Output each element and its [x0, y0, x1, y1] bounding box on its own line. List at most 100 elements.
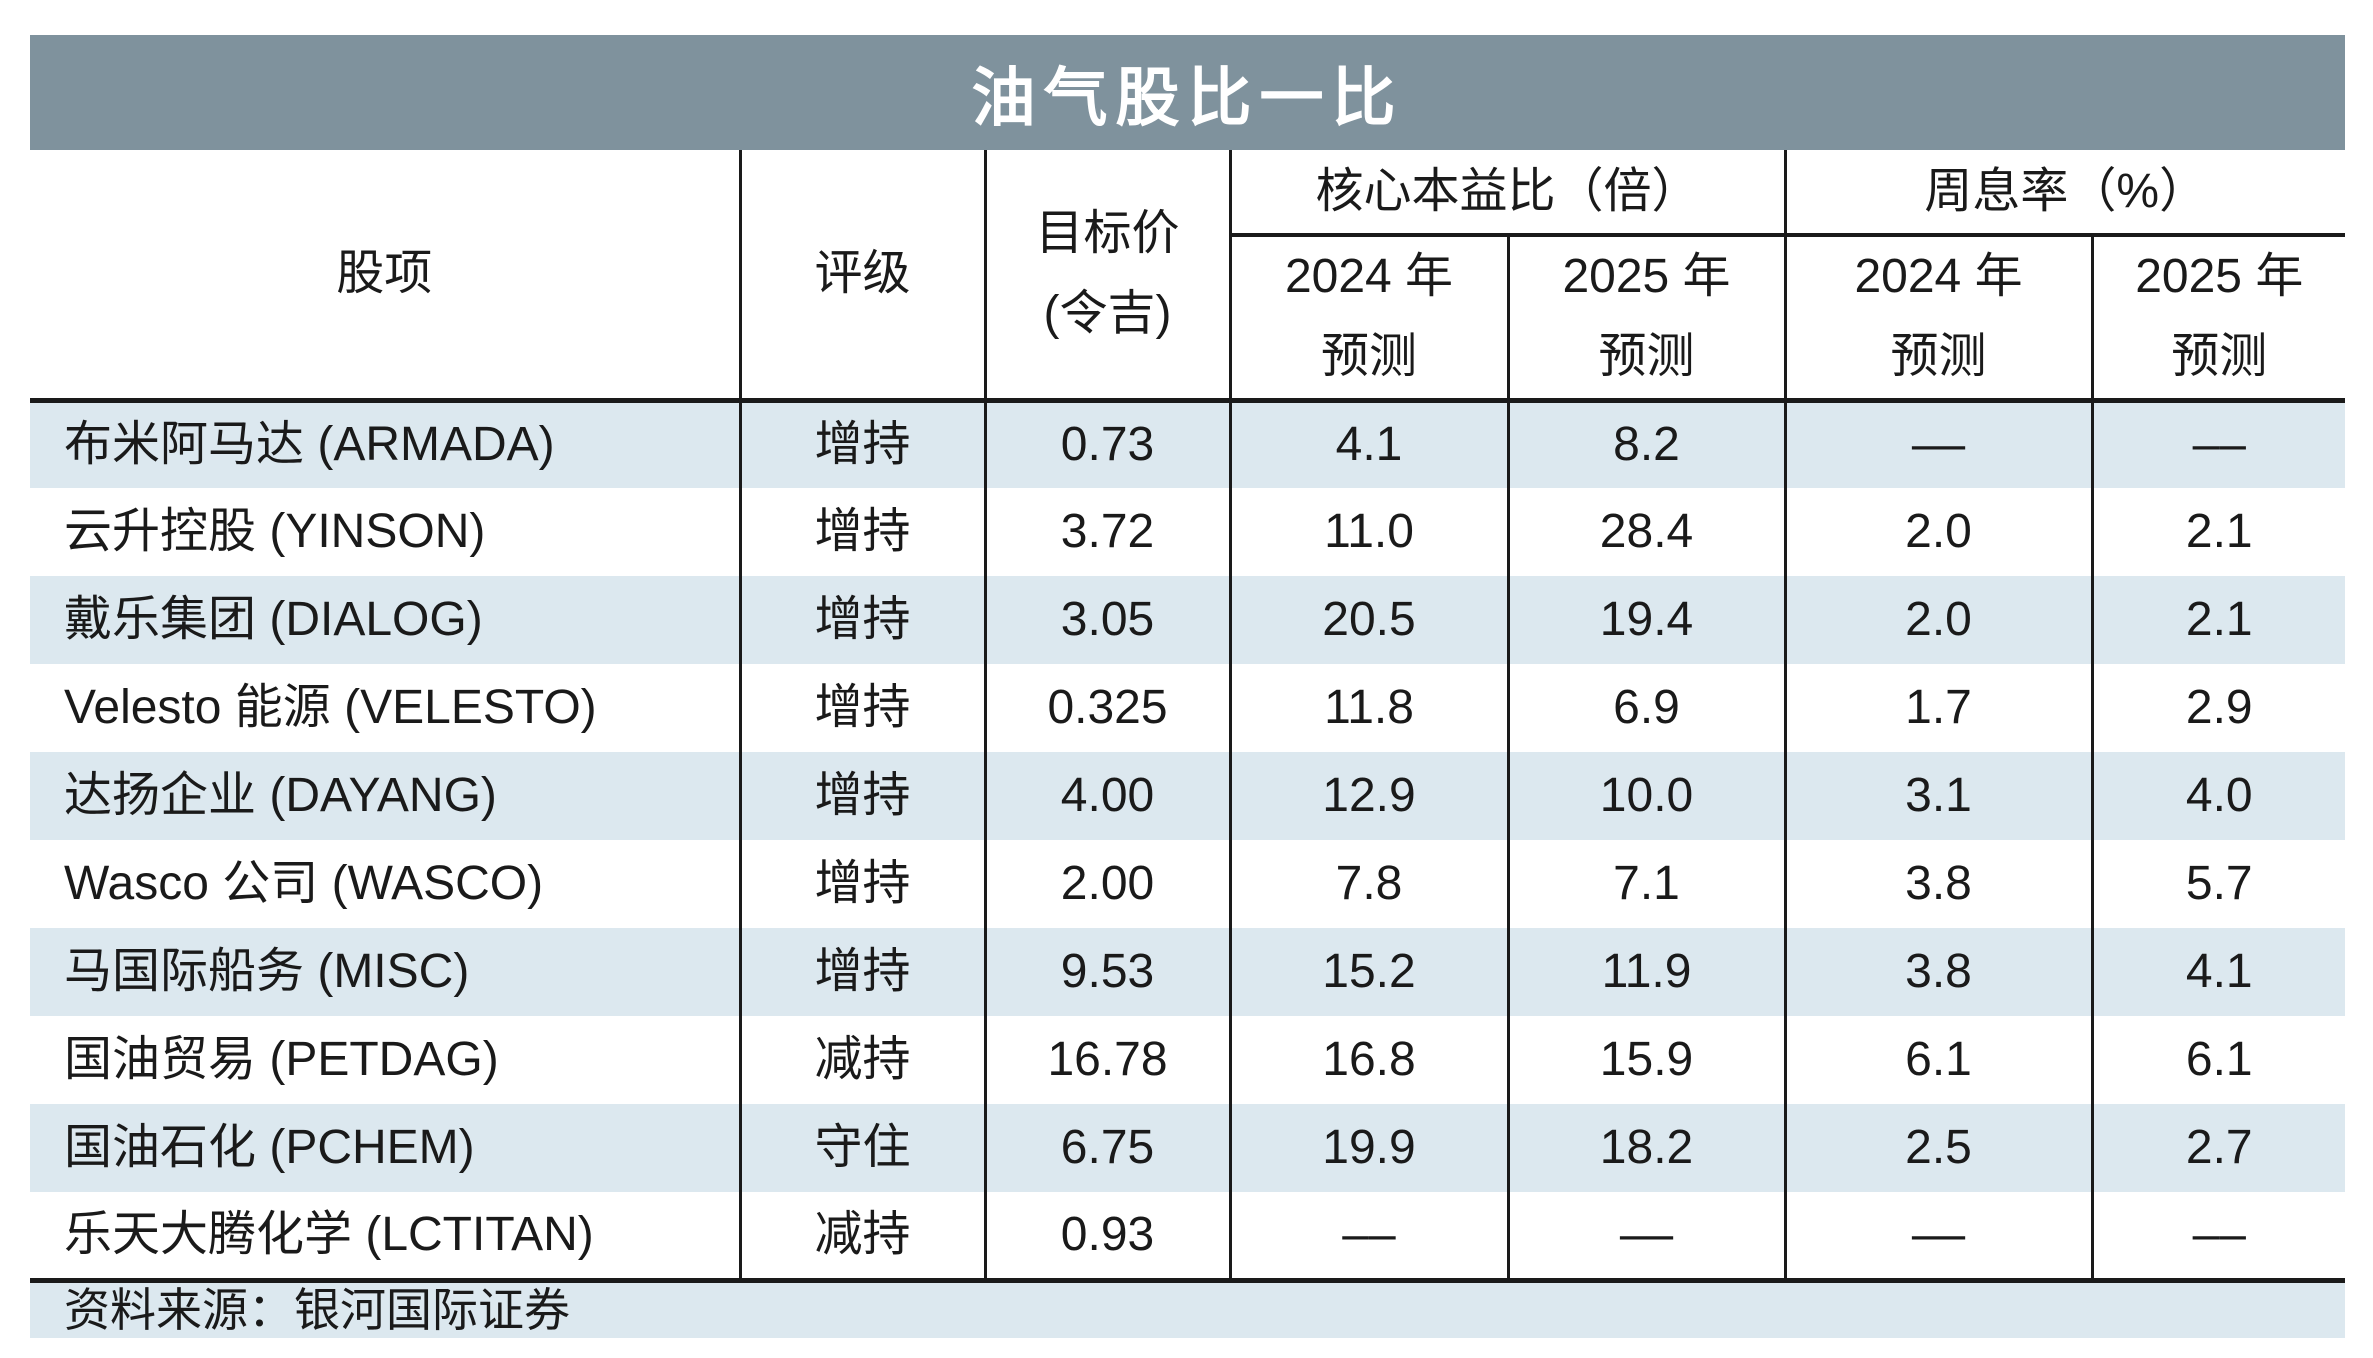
dy-2024-cell: 3.8	[1785, 928, 2094, 1016]
stock-name-cell: 乐天大腾化学 (LCTITAN)	[30, 1192, 742, 1280]
table-row: Wasco 公司 (WASCO) 增持 2.00 7.8 7.1 3.8 5.7	[30, 840, 2346, 928]
table-title-bar: 油气股比一比	[30, 35, 2345, 150]
dy-2025-cell: ––	[2192, 418, 2246, 472]
stock-name-cell: 云升控股 (YINSON)	[30, 488, 742, 576]
table-header: 股项 评级 目标价 (令吉) 核心本益比（倍） 周息率（%） 2024 年 预测	[30, 150, 2346, 403]
column-group-core-pe: 核心本益比（倍）	[1230, 150, 1787, 237]
table-row: 马国际船务 (MISC) 增持 9.53 15.2 11.9 3.8 4.1	[30, 928, 2346, 1016]
pe-2025-cell: 10.0	[1508, 752, 1787, 840]
table-row: 布米阿马达 (ARMADA) 增持 0.73 4.1 8.2 –– ––	[30, 400, 2346, 488]
stock-name-cell: 戴乐集团 (DIALOG)	[30, 576, 742, 664]
stock-name-cell: 达扬企业 (DAYANG)	[30, 752, 742, 840]
column-group-dividend-yield: 周息率（%）	[1785, 150, 2346, 237]
pe-2024-cell: 11.8	[1230, 664, 1510, 752]
column-header-pe-2025: 2025 年 预测	[1508, 235, 1787, 403]
rating-cell: 增持	[740, 840, 987, 928]
table-footer: 资料来源：银河国际证券	[30, 1277, 2346, 1338]
pe-2025-cell: 15.9	[1508, 1016, 1787, 1104]
pe-2024-cell: ––	[1230, 1192, 1510, 1280]
dy-2025-cell: 4.1	[2185, 945, 2253, 998]
dy-2024-cell: ––	[1785, 400, 2094, 488]
pe-2025-cell: 6.9	[1508, 664, 1787, 752]
header-group-row: 股项 评级 目标价 (令吉) 核心本益比（倍） 周息率（%）	[30, 150, 2346, 403]
target-price-cell: 0.73	[985, 400, 1232, 488]
dy-2025-cell: 2.1	[2185, 505, 2253, 558]
pe-2025-cell: 8.2	[1508, 400, 1787, 488]
pe-2025-cell: 7.1	[1508, 840, 1787, 928]
stock-name-cell: 国油贸易 (PETDAG)	[30, 1016, 742, 1104]
dy-2024-cell: 6.1	[1785, 1016, 2094, 1104]
stock-name-cell: Velesto 能源 (VELESTO)	[30, 664, 742, 752]
pe-2024-cell: 16.8	[1230, 1016, 1510, 1104]
dy-2025-cell: 2.9	[2185, 681, 2253, 734]
rating-cell: 增持	[740, 576, 987, 664]
target-price-cell: 0.325	[985, 664, 1232, 752]
dy-2025-cell: ––	[2192, 1207, 2246, 1261]
target-price-cell: 6.75	[985, 1104, 1232, 1192]
source-row: 资料来源：银河国际证券	[30, 1277, 2346, 1338]
dy-2024-cell: 2.0	[1785, 576, 2094, 664]
rating-cell: 增持	[740, 752, 987, 840]
table-body: 布米阿马达 (ARMADA) 增持 0.73 4.1 8.2 –– –– 云升控…	[30, 400, 2346, 1280]
pe-2024-cell: 4.1	[1230, 400, 1510, 488]
column-header-dy-2025: 2025 年 预测	[2092, 235, 2346, 403]
table-row: 国油贸易 (PETDAG) 减持 16.78 16.8 15.9 6.1 6.1	[30, 1016, 2346, 1104]
table-row: 云升控股 (YINSON) 增持 3.72 11.0 28.4 2.0 2.1	[30, 488, 2346, 576]
data-table: 股项 评级 目标价 (令吉) 核心本益比（倍） 周息率（%） 2024 年 预测	[30, 150, 2346, 1338]
pe-2024-cell: 20.5	[1230, 576, 1510, 664]
target-price-cell: 16.78	[985, 1016, 1232, 1104]
stock-name-cell: 马国际船务 (MISC)	[30, 928, 742, 1016]
target-price-cell: 2.00	[985, 840, 1232, 928]
table-row: 达扬企业 (DAYANG) 增持 4.00 12.9 10.0 3.1 4.0	[30, 752, 2346, 840]
dy-2025-cell: 6.1	[2185, 1033, 2253, 1086]
dy-2024-cell: ––	[1785, 1192, 2094, 1280]
pe-2024-cell: 19.9	[1230, 1104, 1510, 1192]
pe-2024-cell: 12.9	[1230, 752, 1510, 840]
dy-2024-cell: 1.7	[1785, 664, 2094, 752]
target-price-cell: 3.72	[985, 488, 1232, 576]
rating-cell: 减持	[740, 1016, 987, 1104]
rating-cell: 增持	[740, 400, 987, 488]
header-sub-row: 2024 年 预测 2025 年 预测 2024 年 预测	[30, 235, 2346, 403]
table-row: Velesto 能源 (VELESTO) 增持 0.325 11.8 6.9 1…	[30, 664, 2346, 752]
rating-cell: 守住	[740, 1104, 987, 1192]
rating-cell: 减持	[740, 1192, 987, 1280]
pe-2024-cell: 15.2	[1230, 928, 1510, 1016]
target-price-cell: 0.93	[985, 1192, 1232, 1280]
column-header-stock: 股项	[30, 150, 742, 403]
rating-cell: 增持	[740, 664, 987, 752]
table-row: 国油石化 (PCHEM) 守住 6.75 19.9 18.2 2.5 2.7	[30, 1104, 2346, 1192]
pe-2025-cell: ––	[1508, 1192, 1787, 1280]
column-header-dy-2024: 2024 年 预测	[1785, 235, 2094, 403]
rating-cell: 增持	[740, 488, 987, 576]
rating-cell: 增持	[740, 928, 987, 1016]
table-title: 油气股比一比	[971, 61, 1404, 134]
dy-2025-cell: 2.7	[2185, 1121, 2253, 1174]
pe-2025-cell: 19.4	[1508, 576, 1787, 664]
dy-2024-cell: 2.5	[1785, 1104, 2094, 1192]
column-header-target-price: 目标价 (令吉)	[985, 150, 1232, 403]
target-price-label: 目标价 (令吉)	[1035, 206, 1180, 340]
pe-2025-cell: 28.4	[1508, 488, 1787, 576]
target-price-cell: 4.00	[985, 752, 1232, 840]
dy-2025-cell: 4.0	[2185, 769, 2253, 822]
pe-2024-cell: 7.8	[1230, 840, 1510, 928]
pe-2024-cell: 11.0	[1230, 488, 1510, 576]
column-header-rating: 评级	[740, 150, 987, 403]
source-label: 资料来源：银河国际证券	[30, 1277, 2346, 1338]
target-price-cell: 9.53	[985, 928, 1232, 1016]
dy-2024-cell: 3.1	[1785, 752, 2094, 840]
stock-name-cell: Wasco 公司 (WASCO)	[30, 840, 742, 928]
pe-2025-cell: 11.9	[1508, 928, 1787, 1016]
dy-2024-cell: 3.8	[1785, 840, 2094, 928]
target-price-cell: 3.05	[985, 576, 1232, 664]
table-row: 乐天大腾化学 (LCTITAN) 减持 0.93 –– –– –– ––	[30, 1192, 2346, 1280]
dy-2025-cell: 5.7	[2185, 857, 2253, 910]
table-row: 戴乐集团 (DIALOG) 增持 3.05 20.5 19.4 2.0 2.1	[30, 576, 2346, 664]
pe-2025-cell: 18.2	[1508, 1104, 1787, 1192]
dy-2025-cell: 2.1	[2185, 593, 2253, 646]
column-header-pe-2024: 2024 年 预测	[1230, 235, 1510, 403]
stock-comparison-table: 油气股比一比 股项 评级 目标价 (令吉) 核心本益比（倍） 周息率（%）	[30, 35, 2346, 1338]
stock-name-cell: 国油石化 (PCHEM)	[30, 1104, 742, 1192]
